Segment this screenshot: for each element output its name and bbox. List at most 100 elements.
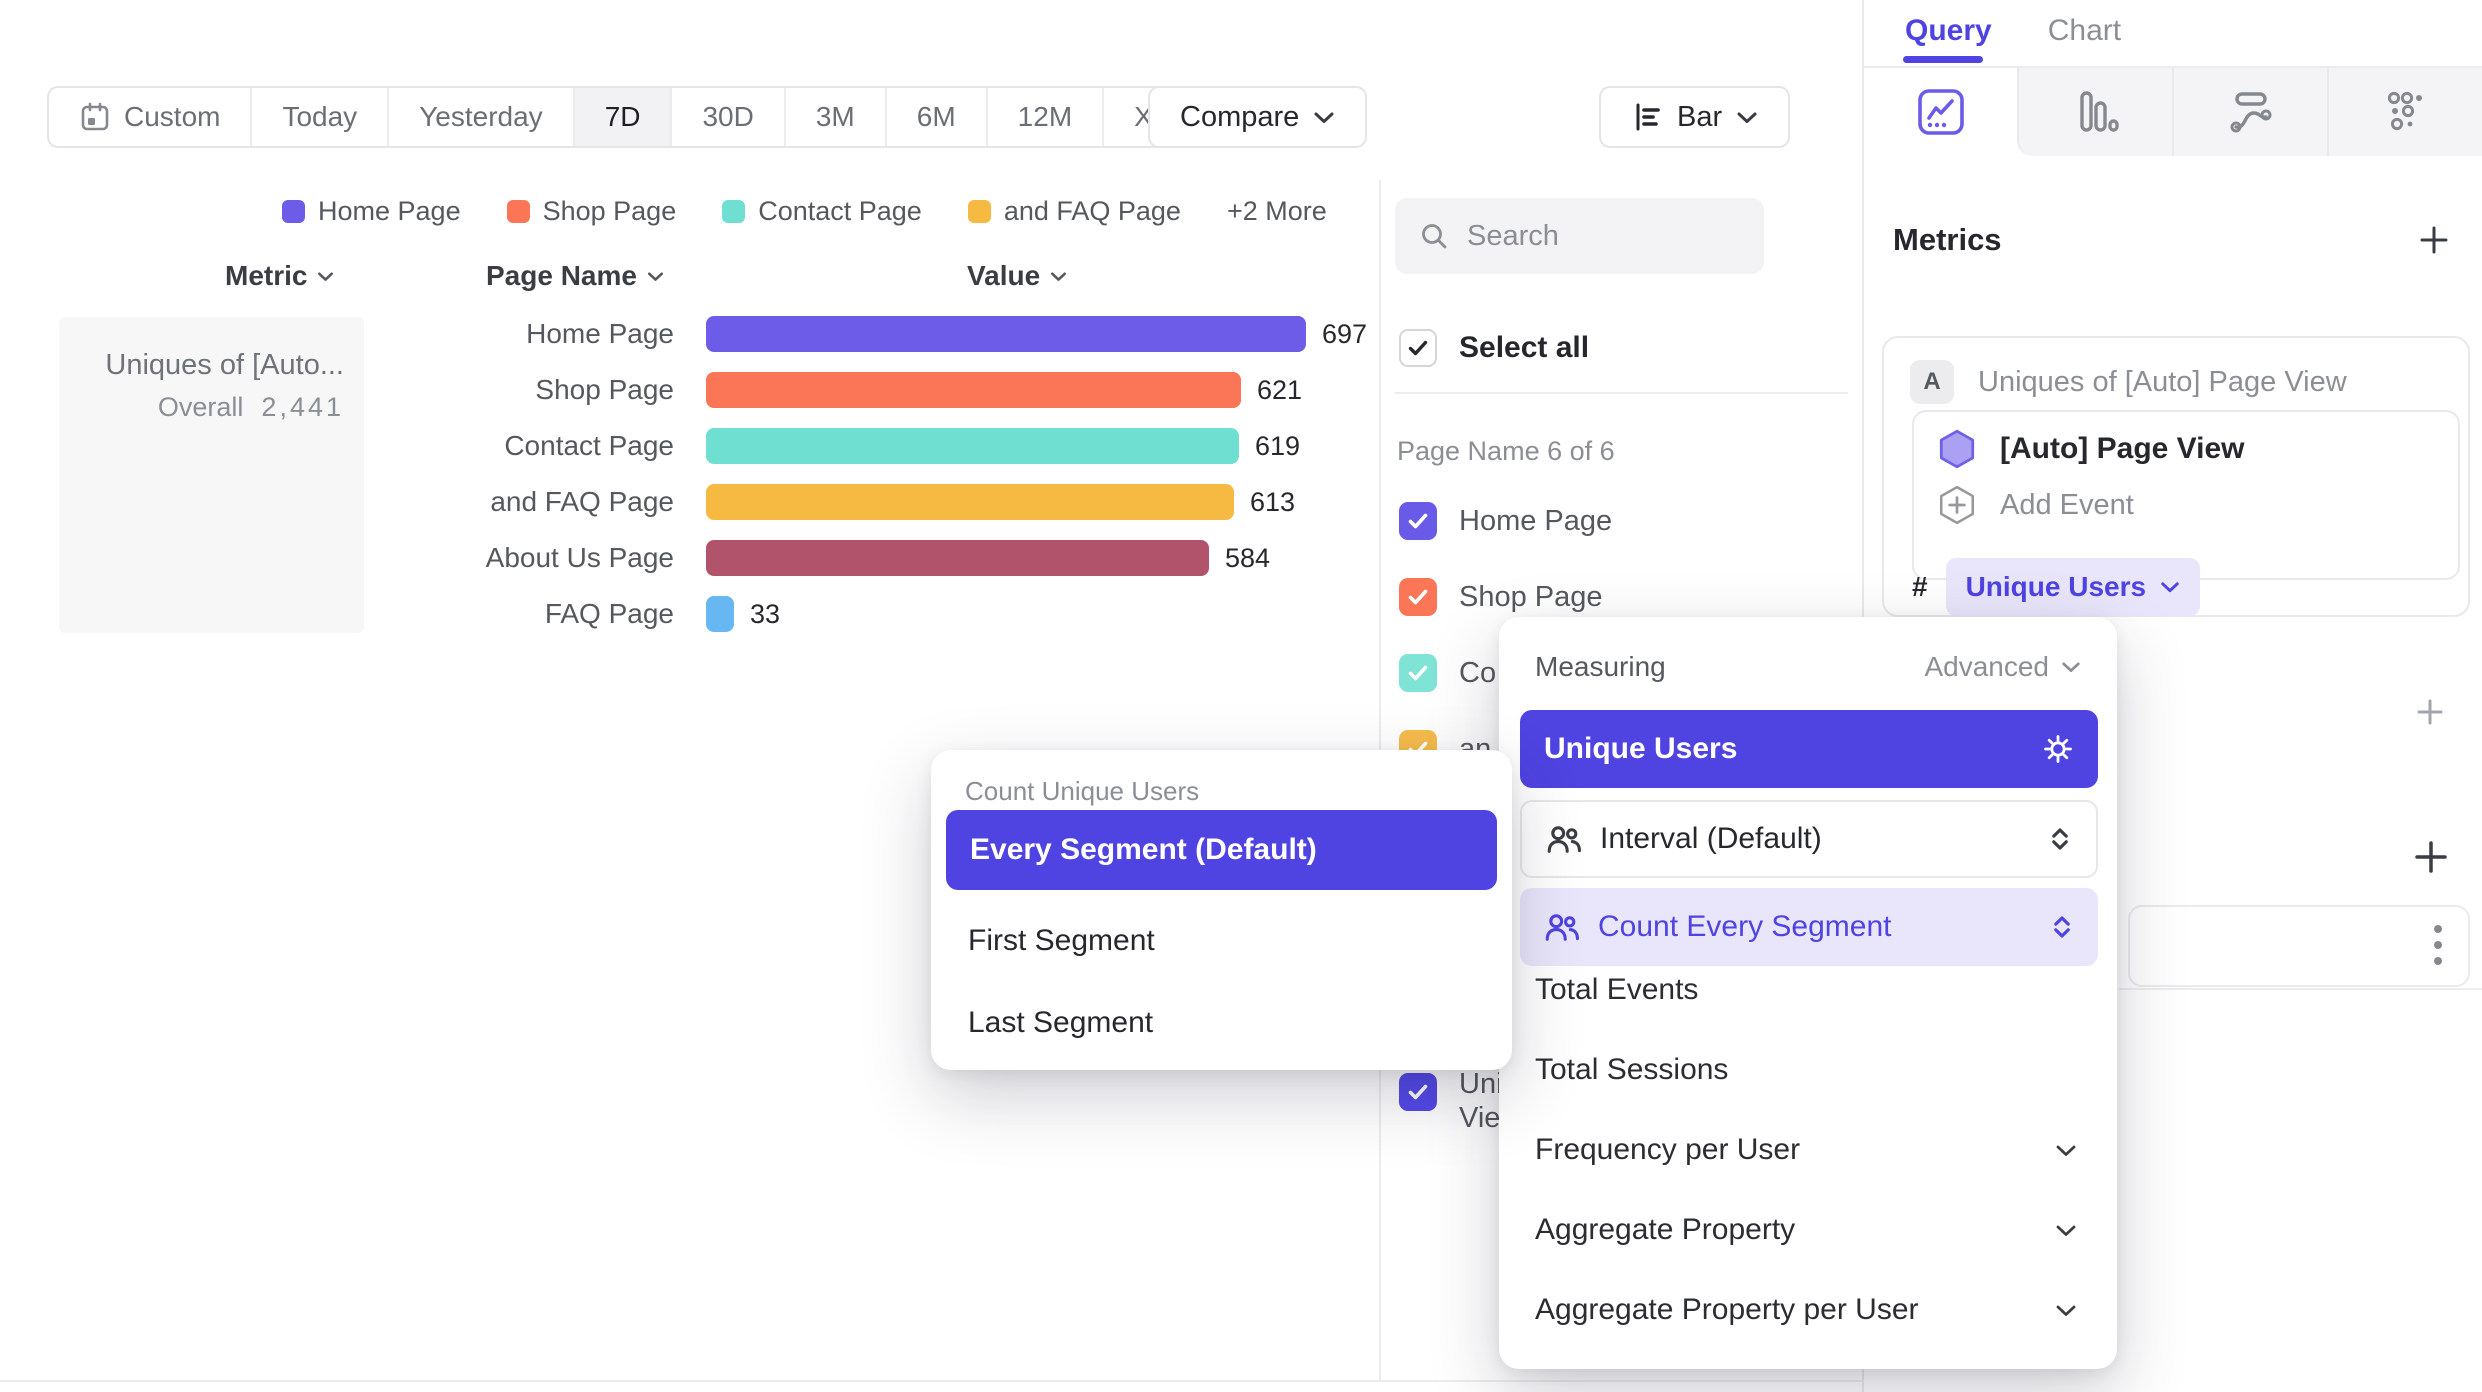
tab-query[interactable]: Query [1905, 14, 1992, 47]
search-placeholder: Search [1467, 219, 1559, 252]
date-range-6m[interactable]: 6M [884, 88, 986, 146]
bar[interactable] [706, 372, 1241, 408]
filter-item-co[interactable]: Co [1399, 654, 1612, 692]
date-range-30d[interactable]: 30D [670, 88, 783, 146]
count-segment-selector[interactable]: Count Every Segment [1520, 888, 2098, 966]
tab-flows[interactable] [2172, 68, 2327, 156]
add-metric-button[interactable] [2416, 222, 2452, 263]
filter-item-truncated[interactable]: Uni Vie [1399, 1068, 1509, 1135]
bar-value: 619 [1255, 430, 1301, 461]
plus-icon [2420, 226, 2448, 254]
column-header-value[interactable]: Value [967, 260, 1067, 292]
metric-letter-badge: A [1910, 360, 1954, 404]
add-event-row[interactable]: Add Event [1914, 470, 2458, 526]
date-range-picker: CustomTodayYesterday7D30D3M6M12MXTD [47, 86, 1256, 148]
overall-label: Overall [157, 392, 244, 422]
add-filter-button[interactable] [2412, 694, 2448, 735]
chart-type-label: Bar [1677, 100, 1723, 133]
users-icon [1547, 826, 1581, 853]
chevron-down-icon [2161, 582, 2179, 593]
filter-item-home-page[interactable]: Home Page [1399, 502, 1612, 540]
tab-funnels[interactable] [2017, 68, 2172, 156]
compare-button[interactable]: Compare [1148, 86, 1368, 148]
checkbox-checked-icon[interactable] [1399, 1073, 1437, 1111]
advanced-dropdown[interactable]: Advanced [1924, 651, 2081, 683]
date-range-12m[interactable]: 12M [985, 88, 1102, 146]
date-range-3m[interactable]: 3M [783, 88, 885, 146]
column-header-metric[interactable]: Metric [225, 260, 334, 292]
tab-retention[interactable] [2327, 68, 2482, 156]
add-breakdown-button[interactable] [2410, 836, 2452, 883]
measuring-option-total-events[interactable]: Total Events [1535, 973, 1699, 1006]
search-input[interactable]: Search [1395, 198, 1764, 274]
date-range-today[interactable]: Today [250, 88, 387, 146]
column-header-page-name[interactable]: Page Name [486, 260, 664, 292]
gear-icon[interactable] [2042, 733, 2074, 765]
date-range-yesterday[interactable]: Yesterday [387, 88, 573, 146]
tab-insights-chart[interactable] [1864, 68, 2017, 156]
legend-item-and-faq-page[interactable]: and FAQ Page [967, 196, 1181, 227]
metric-summary-panel[interactable]: Uniques of [Auto... Overall 2,441 [59, 317, 364, 633]
chevron-down-icon [647, 271, 663, 281]
metric-card-title: Uniques of [Auto] Page View [1978, 365, 2347, 398]
date-range-custom[interactable]: Custom [49, 88, 250, 146]
segment-option-first-segment[interactable]: First Segment [968, 924, 1155, 957]
measurement-chip[interactable]: Unique Users [1945, 558, 2201, 616]
chart-type-button[interactable]: Bar [1599, 86, 1791, 148]
interval-selector[interactable]: Interval (Default) [1520, 800, 2098, 878]
measuring-title: Measuring [1535, 651, 1666, 682]
segment-option-every-segment[interactable]: Every Segment (Default) [946, 810, 1497, 890]
chevron-down-icon [1051, 271, 1067, 281]
filter-item-label: Uni Vie [1459, 1068, 1503, 1134]
active-tab-underline [1903, 56, 1983, 63]
filter-item-shop-page[interactable]: Shop Page [1399, 578, 1612, 616]
tab-chart[interactable]: Chart [2047, 14, 2122, 47]
checkbox-checked-icon[interactable] [1399, 654, 1437, 692]
filter-divider [1395, 392, 1848, 394]
chart-row-and-faq-page: and FAQ Page 613 [424, 474, 1367, 530]
chevron-down-icon [2056, 1225, 2076, 1236]
bar[interactable] [706, 316, 1306, 352]
bar-label: FAQ Page [544, 598, 674, 629]
number-format-icon: # [1912, 571, 1928, 602]
event-row[interactable]: [Auto] Page View [1914, 412, 2458, 470]
count-unique-users-popover: Count Unique Users Every Segment (Defaul… [931, 750, 1512, 1070]
chart-legend: Home Page Shop Page Contact Page and FAQ Pa… [282, 196, 1327, 227]
select-all-row[interactable]: Select all [1399, 329, 1589, 367]
legend-item-contact-page[interactable]: Contact Page [722, 196, 922, 227]
calendar-icon [81, 102, 109, 131]
metric-title: Uniques of [Auto... [105, 349, 344, 381]
event-card: [Auto] Page View Add Event [1912, 410, 2460, 580]
checkbox-checked-icon[interactable] [1399, 329, 1437, 367]
legend-item-home-page[interactable]: Home Page [282, 196, 461, 227]
filter-item-label: Shop Page [1459, 580, 1603, 613]
legend-more[interactable]: +2 More [1226, 196, 1327, 226]
measuring-option-unique-users[interactable]: Unique Users [1520, 710, 2098, 788]
insights-chart-icon [1917, 89, 1964, 135]
date-range-7d[interactable]: 7D [572, 88, 671, 146]
metrics-heading: Metrics [1893, 222, 2002, 257]
compare-label: Compare [1180, 100, 1300, 133]
add-event-label: Add Event [2000, 488, 2134, 521]
measuring-option-aggregate-property-per-user[interactable]: Aggregate Property per User [1499, 1270, 2117, 1350]
checkbox-checked-icon[interactable] [1399, 578, 1437, 616]
measuring-option-frequency-per-user[interactable]: Frequency per User [1499, 1110, 2117, 1190]
legend-swatch [506, 200, 530, 223]
legend-swatch [967, 200, 991, 223]
chart-row-faq-page: FAQ Page 33 [424, 586, 1367, 642]
bar[interactable] [706, 484, 1234, 520]
chevron-down-icon [2056, 1145, 2076, 1156]
bar[interactable] [706, 540, 1209, 576]
section-divider [2119, 988, 2482, 990]
checkbox-checked-icon[interactable] [1399, 502, 1437, 540]
bar[interactable] [706, 428, 1239, 464]
bar[interactable] [706, 596, 734, 632]
event-name: [Auto] Page View [2000, 432, 2245, 465]
segment-option-last-segment[interactable]: Last Segment [968, 1006, 1154, 1039]
legend-item-shop-page[interactable]: Shop Page [506, 196, 676, 227]
measuring-option-total-sessions[interactable]: Total Sessions [1535, 1053, 1729, 1086]
bar-label: and FAQ Page [490, 486, 674, 517]
measuring-option-aggregate-property[interactable]: Aggregate Property [1499, 1190, 2117, 1270]
more-options-icon[interactable] [2434, 925, 2442, 965]
legend-swatch [282, 200, 305, 223]
